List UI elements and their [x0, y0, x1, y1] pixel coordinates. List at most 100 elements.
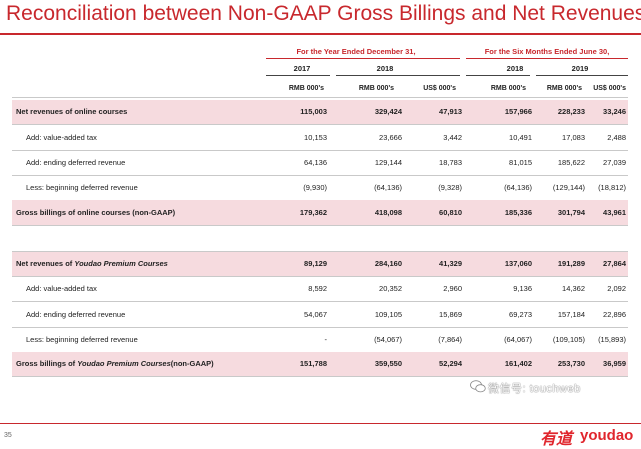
year-header-2019-h1: 2019: [571, 64, 589, 73]
cell-value: 129,144: [374, 158, 402, 167]
unit-header: RMB 000's: [288, 85, 324, 92]
cell-value: 329,424: [374, 107, 402, 116]
cell-value: 253,730: [557, 359, 585, 368]
wechat-icon: [470, 380, 486, 393]
cell-value: 27,864: [603, 259, 626, 268]
cell-value: (64,136): [374, 183, 402, 192]
row-label: Less: beginning deferred revenue: [26, 183, 138, 192]
year-rule-2019-h1: [536, 75, 628, 76]
period-header-rule-year: [266, 58, 460, 59]
cell-value: 9,136: [513, 284, 532, 293]
cell-value: -: [324, 335, 328, 344]
footer-rule: [0, 423, 641, 424]
table-row-less-beginning-deferred-premium: Less: beginning deferred revenue - (54,0…: [12, 328, 628, 352]
cell-value: 22,896: [603, 310, 626, 319]
year-rule-2017: [266, 75, 330, 76]
cell-value: 3,442: [443, 133, 462, 142]
cell-value: (9,328): [438, 183, 462, 192]
table-row-gross-billings-online: Gross billings of online courses (non-GA…: [12, 200, 628, 225]
year-header-2017: 2017: [293, 64, 311, 73]
row-separator: [12, 301, 628, 302]
cell-value: 8,592: [308, 284, 327, 293]
row-label-emphasis: Youdao Premium Courses: [74, 259, 168, 268]
cell-value: (7,864): [438, 335, 462, 344]
row-separator: [12, 276, 628, 277]
table-row-net-revenues-online: Net revenues of online courses 115,003 3…: [12, 100, 628, 124]
cell-value: 157,184: [557, 310, 585, 319]
cell-value: 284,160: [374, 259, 402, 268]
cell-value: 301,794: [557, 208, 585, 217]
table-row-add-ending-deferred: Add: ending deferred revenue 64,136 129,…: [12, 151, 628, 175]
row-separator: [12, 124, 628, 125]
cell-value: 137,060: [504, 259, 532, 268]
cell-value: 2,488: [607, 133, 626, 142]
cell-value: 161,402: [504, 359, 532, 368]
section-separator: [12, 376, 628, 377]
unit-header: RMB 000's: [490, 85, 526, 92]
unit-header: US$ 000's: [593, 85, 626, 92]
cell-value: 60,810: [439, 208, 462, 217]
unit-header: RMB 000's: [546, 85, 582, 92]
cell-value: 54,067: [304, 310, 327, 319]
cell-value: (9,930): [303, 183, 327, 192]
cell-value: 14,362: [562, 284, 585, 293]
cell-value: 43,961: [603, 208, 626, 217]
unit-header: RMB 000's: [358, 85, 394, 92]
title-rule: [0, 33, 641, 35]
section-separator: [12, 251, 628, 252]
cell-value: 418,098: [374, 208, 402, 217]
row-label: Add: ending deferred revenue: [26, 310, 126, 319]
period-header-six-months: For the Six Months Ended June 30,: [484, 47, 610, 56]
cell-value: (18,812): [598, 183, 626, 192]
cell-value: (129,144): [552, 183, 585, 192]
table-row-gross-billings-premium: Gross billings of Youdao Premium Courses…: [12, 352, 628, 376]
table-row-less-beginning-deferred: Less: beginning deferred revenue (9,930)…: [12, 176, 628, 200]
cell-value: 69,273: [509, 310, 532, 319]
cell-value: (64,136): [504, 183, 532, 192]
row-label: Gross billings of Youdao Premium Courses…: [16, 359, 214, 368]
row-label: Net revenues of online courses: [16, 107, 128, 116]
row-label: Net revenues of Youdao Premium Courses: [16, 259, 168, 268]
cell-value: 359,550: [374, 359, 402, 368]
row-label: Gross billings of online courses (non-GA…: [16, 208, 176, 217]
cell-value: 191,289: [557, 259, 585, 268]
cell-value: 18,783: [439, 158, 462, 167]
cell-value: 52,294: [439, 359, 462, 368]
table-row-add-ending-deferred-premium: Add: ending deferred revenue 54,067 109,…: [12, 302, 628, 327]
year-header-2018-h1: 2018: [506, 64, 524, 73]
logo-chinese-text: 有道: [540, 431, 573, 448]
section-separator: [12, 225, 628, 226]
table-row-add-vat-premium: Add: value-added tax 8,592 20,352 2,960 …: [12, 277, 628, 301]
cell-value: 15,869: [439, 310, 462, 319]
wechat-watermark: 微信号: touchweb: [488, 383, 581, 395]
cell-value: 41,329: [439, 259, 462, 268]
unit-header: US$ 000's: [423, 85, 456, 92]
row-label-prefix: Net revenues of: [16, 259, 75, 268]
cell-value: 81,015: [509, 158, 532, 167]
row-label-prefix: Gross billings of: [16, 359, 78, 368]
row-label: Add: ending deferred revenue: [26, 158, 126, 167]
cell-value: 185,622: [557, 158, 585, 167]
cell-value: 109,105: [374, 310, 402, 319]
row-separator: [12, 175, 628, 176]
table-row-add-vat: Add: value-added tax 10,153 23,666 3,442…: [12, 125, 628, 150]
cell-value: (64,067): [504, 335, 532, 344]
cell-value: 185,336: [504, 208, 532, 217]
cell-value: (15,893): [598, 335, 626, 344]
period-header-year: For the Year Ended December 31,: [296, 47, 416, 56]
row-label: Less: beginning deferred revenue: [26, 335, 138, 344]
page-title: Reconciliation between Non-GAAP Gross Bi…: [6, 2, 641, 25]
cell-value: 179,362: [299, 208, 327, 217]
cell-value: 151,788: [299, 359, 327, 368]
cell-value: 36,959: [603, 359, 626, 368]
year-rule-2018-h1: [466, 75, 530, 76]
cell-value: (54,067): [374, 335, 402, 344]
header-separator: [12, 97, 628, 98]
cell-value: 157,966: [504, 107, 532, 116]
cell-value: 17,083: [562, 133, 585, 142]
cell-value: 20,352: [379, 284, 402, 293]
cell-value: 10,491: [509, 133, 532, 142]
cell-value: 115,003: [300, 107, 327, 116]
cell-value: 2,960: [443, 284, 462, 293]
period-header-rule-six-months: [466, 58, 628, 59]
